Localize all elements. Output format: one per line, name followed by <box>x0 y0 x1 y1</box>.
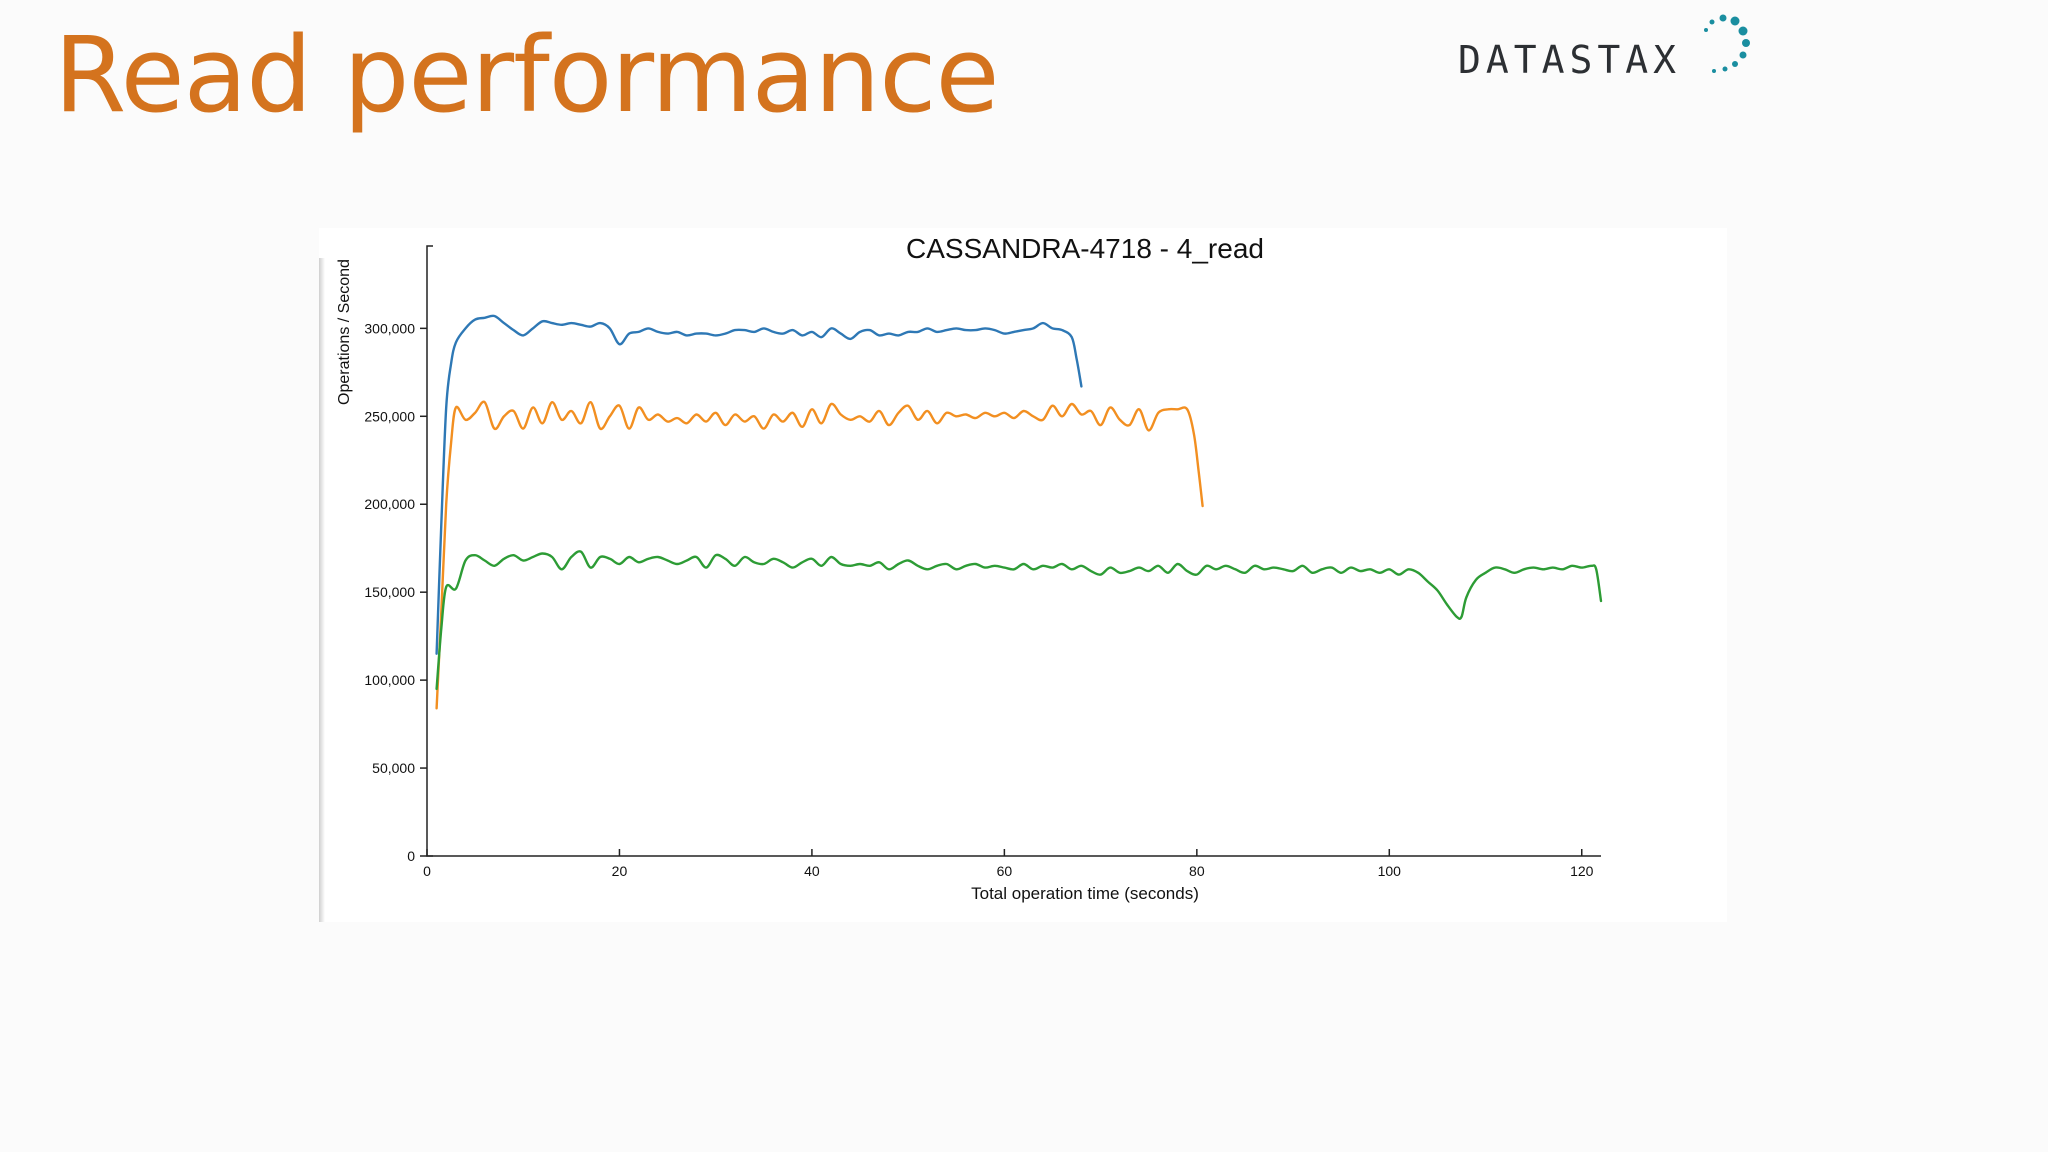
y-tick-label: 100,000 <box>364 672 415 688</box>
chart-panel: CASSANDRA-4718 - 4_read Operations / Sec… <box>319 228 1727 922</box>
y-tick-label: 150,000 <box>364 584 415 600</box>
x-tick-label: 0 <box>423 863 431 879</box>
datastax-logo: DATASTAX <box>1450 10 1780 86</box>
x-axis-label: Total operation time (seconds) <box>971 884 1199 903</box>
y-axis-label: Operations / Second <box>336 259 353 405</box>
y-tick-label: 300,000 <box>364 320 415 336</box>
axes: 0 50,000 100,000 150,000 200,000 250,000 300,0… <box>364 245 1601 879</box>
x-tick-label: 60 <box>997 863 1013 879</box>
chart-title: CASSANDRA-4718 - 4_read <box>906 233 1264 264</box>
y-tick-label: 200,000 <box>364 496 415 512</box>
y-axis-line <box>426 245 433 857</box>
x-tick-label: 120 <box>1570 863 1594 879</box>
x-tick-label: 40 <box>804 863 820 879</box>
y-tick-label: 0 <box>407 848 415 864</box>
slide-title: Read performance <box>54 14 999 136</box>
series-line-3 <box>435 550 1603 691</box>
line-chart: CASSANDRA-4718 - 4_read Operations / Sec… <box>336 233 1603 903</box>
x-tick-label: 20 <box>612 863 628 879</box>
series-lines <box>435 314 1603 710</box>
series-line-2 <box>435 400 1204 710</box>
logo-dots-icon <box>1704 14 1750 73</box>
y-tick-label: 50,000 <box>372 760 415 776</box>
series-line-1 <box>435 314 1083 655</box>
y-tick-label: 250,000 <box>364 408 415 424</box>
logo-text: DATASTAX <box>1458 38 1682 82</box>
x-tick-label: 80 <box>1189 863 1205 879</box>
x-tick-label: 100 <box>1378 863 1402 879</box>
